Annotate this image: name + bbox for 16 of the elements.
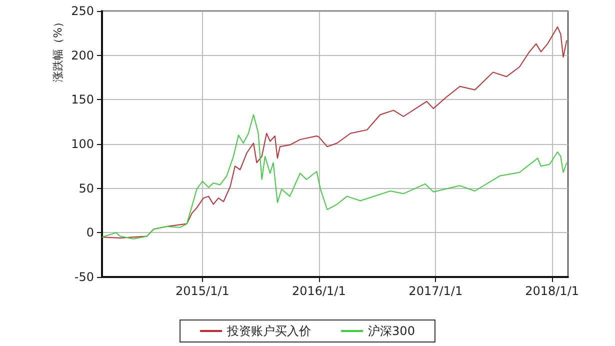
x-tick-label: 2018/1/1 <box>525 284 580 298</box>
x-tick-label: 2017/1/1 <box>408 284 463 298</box>
x-tick-label: 2016/1/1 <box>292 284 346 298</box>
y-axis-title: 涨跌幅（%） <box>52 16 64 82</box>
y-tick-label: 200 <box>71 48 94 62</box>
y-tick-label: 50 <box>78 181 94 196</box>
line-series <box>102 114 568 240</box>
y-tick-label: 250 <box>71 4 94 18</box>
legend-label: 沪深300 <box>368 324 415 338</box>
legend-label: 投资账户买入价 <box>226 324 312 338</box>
y-tick-label: 150 <box>71 92 94 107</box>
y-tick-label: 100 <box>71 137 94 151</box>
y-tick-label: 0 <box>86 226 94 240</box>
y-tick-label: -50 <box>74 270 94 284</box>
line-series <box>102 26 568 238</box>
x-tick-label: 2015/1/1 <box>176 284 230 298</box>
